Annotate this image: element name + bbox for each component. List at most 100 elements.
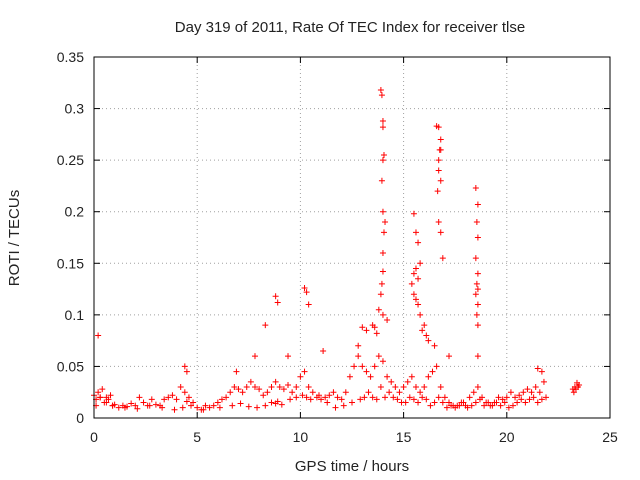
data-point: [431, 342, 438, 349]
data-point: [287, 396, 294, 403]
data-point: [423, 396, 430, 403]
data-point: [181, 363, 188, 370]
data-point: [473, 280, 480, 287]
data-point: [538, 368, 545, 375]
y-tick-label: 0: [76, 410, 84, 426]
data-point: [460, 399, 467, 406]
data-point: [421, 384, 428, 391]
x-tick-label: 5: [193, 429, 201, 445]
data-point: [379, 208, 386, 215]
data-point: [377, 87, 384, 94]
data-point: [239, 389, 246, 396]
data-point: [408, 373, 415, 380]
data-point: [260, 392, 267, 399]
data-point: [128, 400, 135, 407]
data-point: [425, 373, 432, 380]
data-point: [435, 124, 442, 131]
data-point: [474, 234, 481, 241]
data-point: [309, 389, 316, 396]
data-point: [396, 389, 403, 396]
data-point: [223, 394, 230, 401]
data-point: [355, 342, 362, 349]
data-point: [470, 389, 477, 396]
data-point: [379, 124, 386, 131]
data-point: [437, 229, 444, 236]
data-point: [380, 229, 387, 236]
data-point: [169, 392, 176, 399]
data-point: [429, 368, 436, 375]
data-point: [433, 363, 440, 370]
data-point: [334, 394, 341, 401]
plot-frame: [93, 56, 611, 419]
data-point: [183, 368, 190, 375]
data-point: [384, 373, 391, 380]
data-point: [140, 399, 147, 406]
data-point: [159, 404, 166, 411]
data-point: [377, 384, 384, 391]
data-point: [95, 389, 102, 396]
data-point: [307, 396, 314, 403]
data-point: [435, 167, 442, 174]
data-point: [103, 399, 110, 406]
data-point: [262, 322, 269, 329]
data-point: [326, 392, 333, 399]
data-point: [373, 396, 380, 403]
data-point: [528, 389, 535, 396]
data-point: [278, 401, 285, 408]
data-point: [493, 399, 500, 406]
data-point: [437, 384, 444, 391]
data-point: [97, 394, 104, 401]
x-tick-label: 25: [602, 429, 618, 445]
data-point: [121, 404, 128, 411]
data-point: [171, 406, 178, 413]
data-point: [183, 398, 190, 405]
data-point: [375, 353, 382, 360]
data-point: [216, 404, 223, 411]
data-point: [148, 396, 155, 403]
data-point: [365, 389, 372, 396]
data-point: [272, 293, 279, 300]
data-point: [280, 386, 287, 393]
data-point: [245, 403, 252, 410]
data-point: [324, 399, 331, 406]
x-ticks: 0 5 10 15 20 25: [90, 57, 618, 445]
y-tick-label: 0.35: [57, 49, 84, 65]
data-point: [95, 332, 102, 339]
data-point: [340, 402, 347, 409]
data-point: [435, 219, 442, 226]
data-point: [417, 260, 424, 267]
data-point: [115, 404, 122, 411]
data-point: [264, 389, 271, 396]
data-point: [410, 210, 417, 217]
data-point: [427, 402, 434, 409]
data-point: [481, 402, 488, 409]
data-point: [256, 386, 263, 393]
data-point: [408, 280, 415, 287]
x-tick-label: 15: [396, 429, 412, 445]
data-point: [285, 381, 292, 388]
data-point: [274, 398, 281, 405]
data-point: [379, 268, 386, 275]
y-tick-label: 0.1: [65, 307, 85, 323]
grid: [94, 57, 610, 418]
data-point: [518, 396, 525, 403]
data-point: [289, 389, 296, 396]
data-point: [415, 301, 422, 308]
data-point: [394, 396, 401, 403]
data-point: [371, 324, 378, 331]
data-point: [237, 400, 244, 407]
data-point: [367, 373, 374, 380]
data-point: [388, 378, 395, 385]
data-point: [161, 396, 168, 403]
data-point: [439, 399, 446, 406]
data-point: [402, 399, 409, 406]
data-point: [540, 378, 547, 385]
data-point: [359, 363, 366, 370]
data-point: [377, 291, 384, 298]
data-point: [425, 337, 432, 344]
data-point: [514, 399, 521, 406]
y-ticks: 0 0.05 0.1 0.15 0.2 0.25 0.3 0.35: [57, 49, 610, 426]
data-point: [305, 384, 312, 391]
y-tick-label: 0.15: [57, 255, 84, 271]
data-point: [412, 384, 419, 391]
